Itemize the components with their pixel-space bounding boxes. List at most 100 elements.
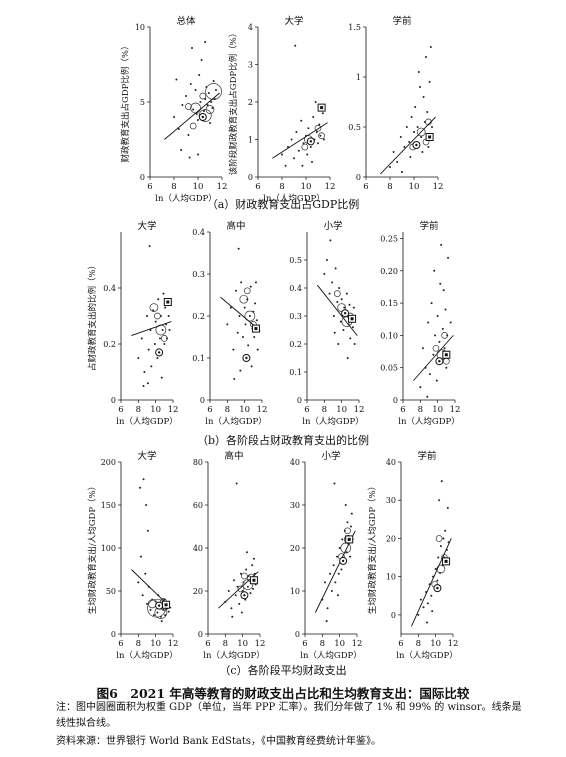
data-point [352, 306, 355, 309]
data-point [157, 298, 160, 301]
data-point [445, 366, 448, 369]
data-point [340, 568, 343, 571]
data-point [419, 86, 421, 88]
data-point [438, 499, 441, 502]
y-tick-label: 10 [290, 587, 300, 596]
data-point [173, 116, 175, 118]
data-point [319, 134, 322, 137]
data-point [290, 138, 293, 141]
y-tick-label: 100 [101, 544, 116, 553]
data-point [396, 161, 399, 163]
data-point [353, 343, 356, 345]
data-point [147, 348, 150, 351]
y-tick-label: 0 [391, 611, 396, 620]
data-point [192, 108, 195, 111]
data-point [403, 146, 406, 148]
x-tick-label: 12 [168, 405, 179, 415]
data-point [154, 320, 157, 323]
weighted-circle [344, 527, 351, 535]
data-point [325, 259, 328, 261]
square-marker-center [254, 327, 258, 331]
data-point [408, 141, 411, 143]
data-point [301, 164, 304, 167]
caption-c: （c）各阶段平均财政支出 [219, 664, 347, 677]
data-point [146, 315, 148, 317]
x-tick-label: 8 [320, 639, 325, 649]
data-point [436, 315, 439, 317]
panel-title: 总体 [176, 15, 196, 27]
data-point [180, 149, 183, 151]
y-tick-label: 10 [386, 573, 396, 582]
data-point [409, 156, 412, 158]
data-point [297, 149, 300, 152]
data-point [249, 285, 252, 288]
y-tick-label: 0.5 [289, 256, 302, 265]
data-point [435, 379, 438, 382]
data-point [348, 303, 351, 306]
y-tick-label: 0.2 [192, 312, 205, 321]
data-point [256, 348, 259, 351]
data-point [250, 365, 253, 368]
panel-c-11 [398, 461, 454, 637]
data-point [199, 101, 202, 103]
data-point [249, 592, 252, 595]
weighted-circle [243, 287, 251, 295]
data-point [326, 607, 329, 610]
data-point [321, 112, 324, 115]
x-tick-label: 10 [237, 639, 248, 649]
data-point [323, 273, 326, 275]
x-tick-label: 12 [168, 639, 179, 649]
square-marker-center [252, 578, 256, 582]
panel-title: 高中 [224, 450, 243, 462]
data-point [251, 564, 254, 567]
weighted-circle [189, 122, 197, 130]
data-point [419, 386, 422, 389]
y-tick-label: 30 [290, 501, 300, 510]
x-tick-label: 8 [136, 405, 141, 415]
china-marker-center [415, 143, 418, 147]
data-point [426, 621, 428, 624]
data-point [344, 504, 347, 506]
data-point [428, 373, 431, 376]
china-marker-center [201, 115, 204, 119]
data-point [443, 347, 446, 350]
x-tick-label: 8 [225, 405, 230, 415]
data-point [243, 306, 246, 309]
data-point [167, 315, 170, 317]
data-point [439, 282, 442, 285]
data-point [439, 545, 442, 548]
data-point [325, 620, 328, 623]
weighted-circle [442, 357, 450, 365]
data-point [307, 127, 310, 130]
data-point [233, 579, 235, 582]
data-point [238, 602, 241, 605]
x-tick-label: 10 [409, 182, 420, 192]
data-point [281, 153, 283, 156]
data-point [294, 44, 297, 47]
data-point [139, 486, 142, 489]
panel-title: 大学 [284, 15, 303, 27]
china-marker-center [341, 559, 345, 563]
y-tick-label: 0.10 [380, 331, 398, 340]
data-point [144, 572, 147, 575]
x-tick-label: 12 [217, 182, 228, 192]
y-tick-label: 20 [386, 534, 396, 543]
x-tick-label: 10 [336, 405, 347, 415]
y-tick-label: 0 [111, 630, 116, 639]
data-point [177, 128, 180, 130]
data-point [416, 126, 419, 128]
weighted-circle [149, 303, 159, 312]
data-point [295, 131, 298, 133]
weighted-circle [436, 564, 446, 574]
y-tick-label: 40 [193, 544, 203, 553]
x-tick-label: 12 [255, 639, 266, 649]
data-point [349, 555, 352, 558]
x-axis-label: ln（人均GDP） [155, 193, 217, 204]
data-point [337, 343, 340, 345]
fit-line [131, 321, 172, 337]
weighted-circle [205, 105, 215, 114]
x-tick-label: 6 [205, 639, 210, 649]
data-point [444, 308, 447, 311]
data-point [317, 142, 319, 145]
y-tick-label: 0 [111, 396, 116, 405]
